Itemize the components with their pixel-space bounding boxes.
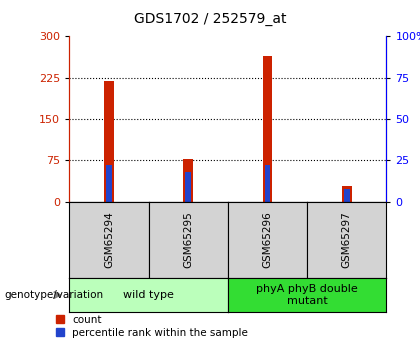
Text: phyA phyB double
mutant: phyA phyB double mutant [256,284,358,306]
Bar [263,56,272,202]
Legend: count, percentile rank within the sample: count, percentile rank within the sample [55,315,248,338]
Bar [106,165,112,202]
Text: GSM65294: GSM65294 [104,211,114,268]
Text: GSM65295: GSM65295 [183,211,193,268]
Text: GSM65297: GSM65297 [342,211,352,268]
Text: GSM65296: GSM65296 [262,211,273,268]
Text: GDS1702 / 252579_at: GDS1702 / 252579_at [134,12,286,26]
Bar [104,81,114,202]
Bar [265,165,270,202]
Bar [344,189,349,202]
Text: wild type: wild type [123,290,174,300]
Bar [184,159,193,202]
Text: genotype/variation: genotype/variation [4,290,103,300]
Bar [342,186,352,202]
Bar [186,172,191,202]
